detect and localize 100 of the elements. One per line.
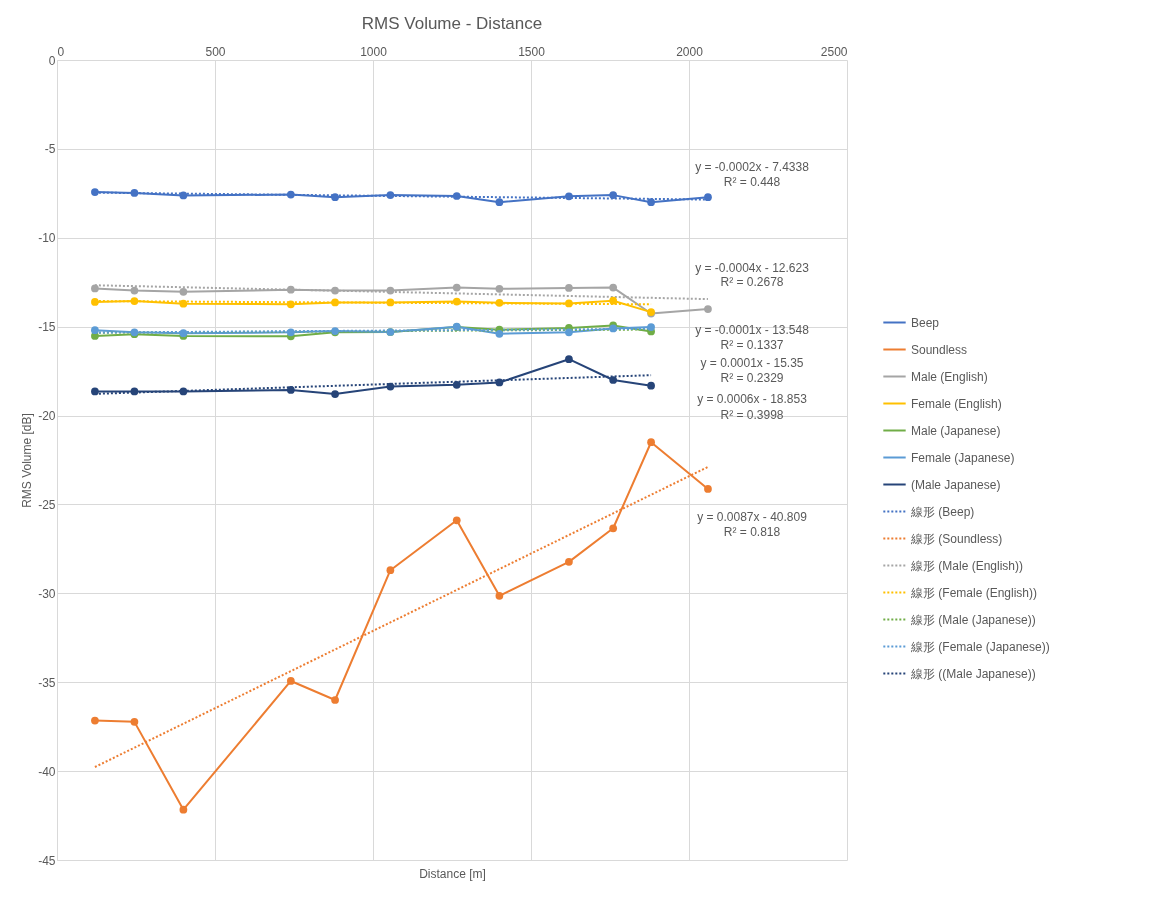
point — [386, 566, 395, 575]
legend-label: 線形 (Female (English)) — [910, 585, 1038, 600]
legend-label: (Male Japanese) — [911, 477, 1001, 492]
legend-label: 線形 (Soundless) — [910, 531, 1003, 546]
point — [130, 387, 139, 396]
point — [286, 328, 295, 337]
point — [179, 387, 188, 396]
point — [386, 298, 395, 307]
point — [647, 438, 655, 447]
point — [331, 298, 339, 307]
point — [495, 284, 504, 293]
x-tick-label: 1000 — [360, 44, 388, 59]
annotation: R² = 0.2329 — [720, 371, 784, 385]
point — [609, 283, 618, 292]
y-tick-label: -25 — [38, 497, 56, 512]
point — [130, 718, 139, 726]
point — [565, 192, 573, 201]
x-tick-label: 500 — [205, 44, 226, 59]
point — [565, 558, 573, 566]
point — [452, 380, 461, 389]
annotation: y = 0.0087x - 40.809 — [697, 510, 808, 524]
point — [286, 386, 295, 394]
point — [179, 191, 188, 200]
point — [286, 190, 295, 199]
point — [452, 297, 461, 306]
point — [495, 198, 504, 207]
point — [91, 188, 99, 196]
point — [609, 296, 618, 305]
annotation: R² = 0.448 — [723, 175, 781, 189]
annotation: y = 0.0001x - 15.35 — [700, 356, 804, 370]
point — [565, 299, 573, 308]
point — [91, 716, 99, 725]
legend-label: Soundless — [911, 342, 968, 357]
y-tick-label: -40 — [38, 764, 56, 779]
point — [91, 387, 99, 396]
point — [452, 283, 461, 292]
point — [565, 355, 573, 364]
annotation: y = -0.0002x - 7.4338 — [695, 160, 810, 174]
point — [91, 298, 99, 306]
legend-label: 線形 ((Male Japanese)) — [910, 666, 1036, 681]
point — [331, 696, 339, 704]
point — [452, 516, 461, 525]
annotation: y = -0.0004x - 12.623 — [695, 261, 810, 275]
point — [647, 323, 655, 331]
annotation: R² = 0.818 — [723, 525, 781, 539]
point — [286, 285, 295, 294]
point — [495, 298, 504, 307]
point — [565, 284, 573, 292]
point — [495, 591, 504, 600]
annotation: R² = 0.1337 — [720, 338, 784, 352]
point — [704, 485, 712, 493]
point — [647, 198, 655, 207]
point — [179, 299, 188, 308]
point — [286, 677, 295, 685]
y-tick-label: -15 — [38, 320, 56, 335]
point — [331, 193, 339, 202]
x-tick-label: 2000 — [676, 44, 704, 59]
point — [704, 305, 712, 313]
y-tick-label: -10 — [38, 231, 56, 246]
y-axis-title: RMS Volume [dB] — [20, 413, 35, 508]
point — [130, 286, 139, 295]
point — [91, 284, 99, 293]
chart-title: RMS Volume - Distance — [361, 14, 543, 33]
point — [286, 300, 295, 309]
point — [609, 376, 618, 384]
y-tick-label: -45 — [38, 853, 56, 868]
point — [495, 329, 504, 338]
x-tick-label: 1500 — [518, 44, 546, 59]
point — [331, 390, 339, 398]
annotation: R² = 0.2678 — [720, 275, 784, 289]
legend-label: 線形 (Male (English)) — [910, 558, 1024, 573]
point — [179, 287, 188, 296]
point — [609, 524, 618, 533]
legend-label: Beep — [911, 315, 940, 330]
point — [609, 191, 618, 199]
annotation: R² = 0.3998 — [720, 408, 784, 422]
point — [386, 382, 395, 391]
point — [647, 381, 655, 390]
point — [565, 328, 573, 337]
x-axis-title: Distance [m] — [419, 866, 486, 881]
annotation: y = 0.0006x - 18.853 — [697, 392, 808, 406]
legend-label: Female (Japanese) — [911, 450, 1015, 465]
legend-label: 線形 (Beep) — [910, 504, 975, 519]
legend-label: 線形 (Female (Japanese)) — [910, 639, 1050, 654]
legend-label: 線形 (Male (Japanese)) — [910, 612, 1036, 627]
y-tick-label: -5 — [44, 142, 56, 157]
point — [179, 805, 188, 814]
y-tick-label: -35 — [38, 675, 56, 690]
legend-label: Male (Japanese) — [911, 423, 1001, 438]
point — [331, 286, 339, 295]
y-tick-label: -30 — [38, 586, 56, 601]
point — [452, 192, 461, 200]
point — [130, 297, 139, 305]
legend-label: Female (English) — [911, 396, 1002, 411]
point — [91, 326, 99, 335]
legend-label: Male (English) — [911, 369, 988, 384]
point — [495, 378, 504, 387]
point — [386, 191, 395, 199]
point — [704, 193, 712, 202]
point — [386, 286, 395, 295]
